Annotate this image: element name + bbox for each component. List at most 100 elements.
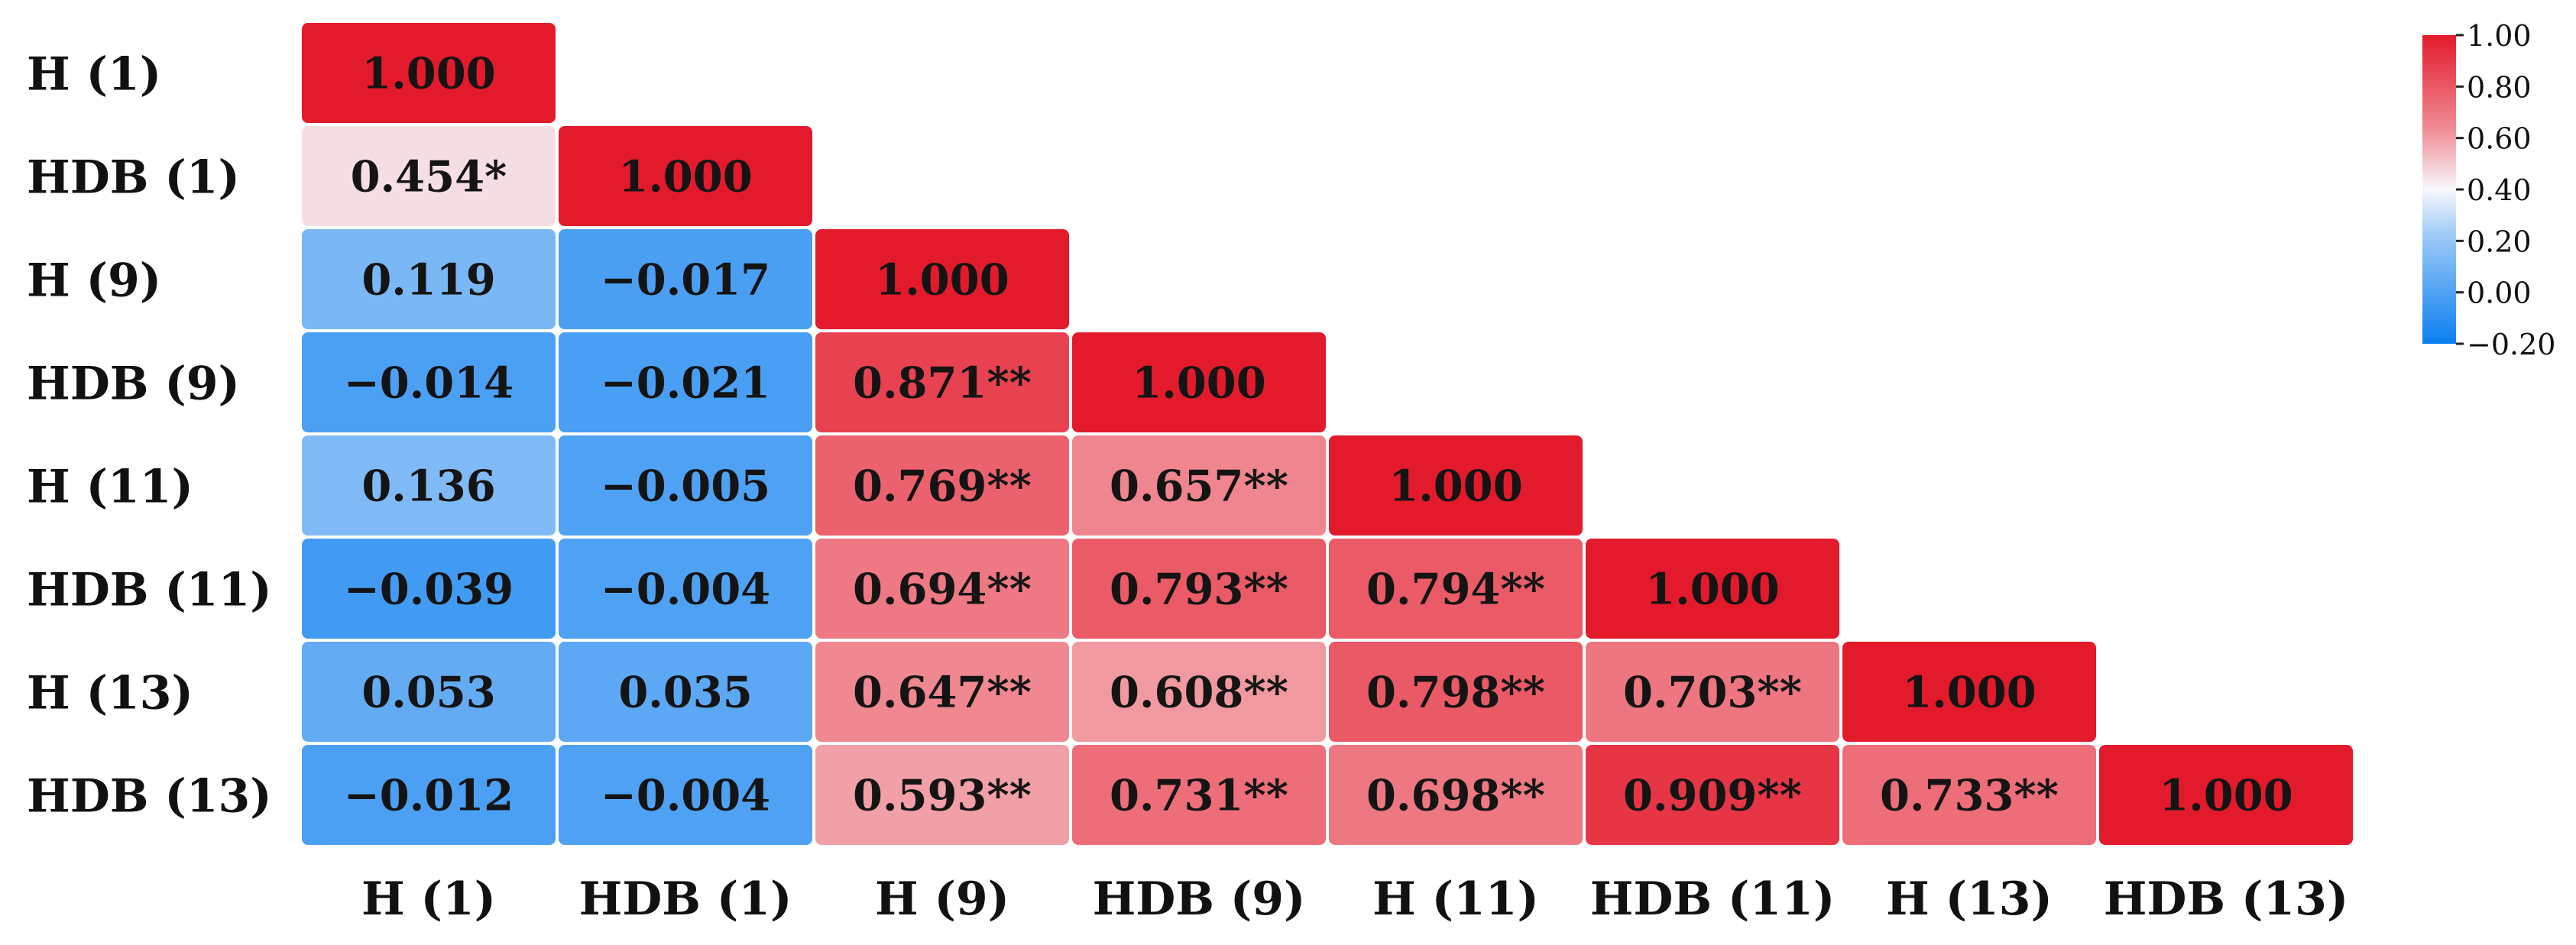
cell-value-label: −0.039 bbox=[344, 565, 514, 615]
row-label: HDB (11) bbox=[27, 564, 272, 617]
heatmap-cell bbox=[815, 539, 1069, 639]
cell-value-label: 0.119 bbox=[361, 255, 495, 306]
heatmap-cell bbox=[1586, 642, 1839, 742]
row-label: H (13) bbox=[27, 667, 193, 720]
heatmap-cell bbox=[559, 435, 812, 536]
row-label: HDB (9) bbox=[27, 358, 240, 411]
row-labels: H (1) HDB (1) H (9) HDB (9) H (11) HDB (11) H … bbox=[27, 48, 272, 824]
cell-value-label: 0.909** bbox=[1623, 771, 1802, 821]
heatmap-cell bbox=[1072, 332, 1326, 432]
column-label: H (13) bbox=[1886, 872, 2053, 926]
cell-value-label: 0.694** bbox=[853, 565, 1032, 615]
heatmap-cell bbox=[559, 332, 812, 432]
cell-value-label: 0.136 bbox=[361, 461, 495, 512]
colorbar-tick-label: −0.20 bbox=[2467, 328, 2555, 361]
cell-value-label: 0.053 bbox=[361, 668, 495, 718]
cell-value-label: 0.454* bbox=[351, 152, 507, 202]
colorbar-tick-label: 0.20 bbox=[2467, 225, 2532, 258]
heatmap-cell bbox=[302, 642, 556, 742]
cell-value-label: 0.593** bbox=[853, 771, 1032, 821]
cell-value-label: 1.000 bbox=[875, 255, 1009, 306]
heatmap-cell bbox=[302, 435, 556, 536]
cell-value-label: 0.698** bbox=[1366, 771, 1545, 821]
heatmap-cell bbox=[559, 539, 812, 639]
cell-value-label: 0.657** bbox=[1110, 461, 1288, 512]
heatmap-cell bbox=[815, 229, 1069, 329]
colorbar-tick-label: 0.60 bbox=[2467, 122, 2532, 156]
cell-value-label: −0.004 bbox=[601, 565, 770, 615]
row-label: H (11) bbox=[27, 461, 193, 514]
column-label: HDB (9) bbox=[1093, 872, 1306, 926]
colorbar-tick-label: 0.80 bbox=[2467, 70, 2532, 104]
cell-value-label: −0.005 bbox=[601, 461, 770, 512]
heatmap-cell bbox=[302, 745, 556, 845]
row-label: H (9) bbox=[27, 254, 161, 308]
heatmap-cell bbox=[1072, 539, 1326, 639]
heatmap-cell bbox=[559, 229, 812, 329]
heatmap-cell bbox=[1586, 539, 1839, 639]
heatmap-cell bbox=[302, 539, 556, 639]
heatmap-cell bbox=[1842, 642, 2096, 742]
column-labels: H (1) HDB (1) H (9) HDB (9) H (11) HDB (11) H … bbox=[361, 872, 2348, 926]
heatmap-cells: 1.000 0.454* 1.000 0.119 −0.017 1.000 −0.014 −0… bbox=[302, 23, 2353, 845]
colorbar-tick-label: 1.00 bbox=[2467, 19, 2532, 53]
heatmap-cell bbox=[1072, 435, 1326, 536]
heatmap-cell bbox=[1072, 745, 1326, 845]
column-label: HDB (13) bbox=[2104, 872, 2349, 926]
cell-value-label: 0.731** bbox=[1110, 771, 1288, 821]
heatmap-cell bbox=[1329, 539, 1583, 639]
cell-value-label: −0.012 bbox=[344, 771, 514, 821]
column-label: H (9) bbox=[875, 872, 1009, 926]
cell-value-label: 1.000 bbox=[1902, 668, 2036, 718]
colorbar: 1.00 0.80 0.60 0.40 0.20 0.00 −0.20 bbox=[2422, 19, 2555, 361]
colorbar-tick-label: 0.40 bbox=[2467, 173, 2532, 207]
cell-value-label: 0.608** bbox=[1110, 668, 1288, 718]
heatmap-cell bbox=[815, 332, 1069, 432]
heatmap-cell bbox=[1586, 745, 1839, 845]
cell-value-label: −0.014 bbox=[344, 358, 514, 409]
cell-value-label: 1.000 bbox=[2159, 771, 2292, 821]
cell-value-label: 1.000 bbox=[361, 49, 495, 99]
colorbar-tick-label: 0.00 bbox=[2467, 277, 2532, 310]
cell-value-label: 0.035 bbox=[618, 668, 752, 718]
heatmap-cell bbox=[1072, 642, 1326, 742]
cell-value-label: 0.733** bbox=[1880, 771, 2059, 821]
heatmap-cell bbox=[302, 229, 556, 329]
cell-value-label: 1.000 bbox=[1645, 565, 1779, 615]
cell-value-label: −0.004 bbox=[601, 771, 770, 821]
cell-value-label: 0.794** bbox=[1366, 565, 1545, 615]
cell-value-label: −0.021 bbox=[601, 358, 770, 409]
column-label: HDB (1) bbox=[579, 872, 792, 926]
column-label: H (1) bbox=[361, 872, 496, 926]
heatmap-cell bbox=[1329, 435, 1583, 536]
heatmap-cell bbox=[815, 642, 1069, 742]
cell-value-label: 0.769** bbox=[853, 461, 1032, 512]
column-label: H (11) bbox=[1372, 872, 1539, 926]
heatmap-cell bbox=[815, 745, 1069, 845]
heatmap-cell bbox=[815, 435, 1069, 536]
heatmap-cell bbox=[302, 23, 556, 123]
heatmap-cell bbox=[1329, 745, 1583, 845]
cell-value-label: 0.647** bbox=[853, 668, 1032, 718]
colorbar-gradient bbox=[2422, 35, 2456, 344]
cell-value-label: 0.703** bbox=[1623, 668, 1802, 718]
column-label: HDB (11) bbox=[1590, 872, 1836, 926]
cell-value-label: 0.871** bbox=[853, 358, 1032, 409]
heatmap-cell bbox=[1842, 745, 2096, 845]
heatmap-cell bbox=[1329, 642, 1583, 742]
row-label: HDB (1) bbox=[27, 151, 240, 205]
heatmap-cell bbox=[302, 126, 556, 226]
heatmap-cell bbox=[559, 745, 812, 845]
cell-value-label: 1.000 bbox=[1132, 358, 1265, 409]
cell-value-label: −0.017 bbox=[601, 255, 770, 306]
row-label: H (1) bbox=[27, 48, 161, 102]
row-label: HDB (13) bbox=[27, 770, 272, 824]
heatmap-cell bbox=[302, 332, 556, 432]
cell-value-label: 1.000 bbox=[1388, 461, 1522, 512]
cell-value-label: 1.000 bbox=[618, 152, 752, 202]
heatmap-cell bbox=[2099, 745, 2353, 845]
cell-value-label: 0.793** bbox=[1110, 565, 1288, 615]
heatmap-cell bbox=[559, 642, 812, 742]
heatmap-cell bbox=[559, 126, 812, 226]
